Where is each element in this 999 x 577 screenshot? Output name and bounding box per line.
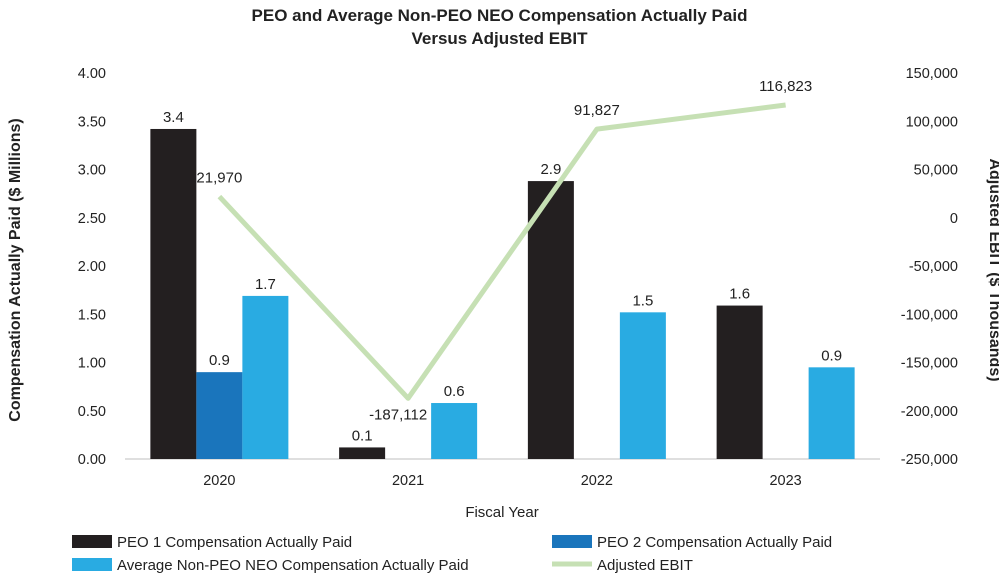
bar <box>716 305 763 459</box>
bar <box>150 128 197 459</box>
y-tick-label: 0.00 <box>78 452 106 468</box>
y-axis-label: Compensation Actually Paid ($ Millions) <box>7 118 24 421</box>
y2-tick-label: 50,000 <box>914 163 958 179</box>
bar-value-label: 0.9 <box>821 347 842 364</box>
y2-tick-label: -250,000 <box>901 452 958 468</box>
x-axis-ticks: 2020 2021 2022 2023 <box>203 473 802 489</box>
bar-value-label: 0.9 <box>209 352 230 369</box>
data-labels: 3.4 0.1 2.9 1.6 0.9 1.7 0.6 1.5 0.9 21,970 -187,11… <box>163 78 842 444</box>
ebit-value-label: 91,827 <box>574 102 620 119</box>
y2-tick-label: -100,000 <box>901 307 958 323</box>
bar-value-label: 0.6 <box>444 383 465 400</box>
legend-swatch-peo1 <box>72 535 112 548</box>
bar-value-label: 0.1 <box>352 427 373 444</box>
y-tick-label: 4.00 <box>78 66 106 82</box>
ebit-value-label: 21,970 <box>196 170 242 187</box>
y2-tick-label: 0 <box>950 211 958 227</box>
x-tick-label: 2023 <box>769 473 801 489</box>
legend-label-peo1: PEO 1 Compensation Actually Paid <box>117 534 352 551</box>
bar-value-label: 3.4 <box>163 109 184 126</box>
bar <box>808 367 855 459</box>
legend: PEO 1 Compensation Actually Paid PEO 2 C… <box>72 534 832 574</box>
bars <box>150 128 855 459</box>
y2-tick-label: -50,000 <box>909 259 958 275</box>
x-tick-label: 2020 <box>203 473 235 489</box>
y-tick-label: 2.00 <box>78 259 106 275</box>
ebit-value-label: -187,112 <box>369 406 427 423</box>
y2-tick-label: 150,000 <box>906 66 958 82</box>
ebit-line-layer <box>217 102 786 401</box>
y2-axis-label: Adjusted EBIT ($ Thousands) <box>986 158 999 381</box>
y2-tick-label: -150,000 <box>901 356 958 372</box>
y-tick-label: 1.50 <box>78 307 106 323</box>
y-tick-label: 0.50 <box>78 404 106 420</box>
legend-label-non-peo: Average Non-PEO NEO Compensation Actuall… <box>117 557 469 574</box>
bar <box>196 372 243 459</box>
bar <box>339 447 386 459</box>
y2-tick-label: -200,000 <box>901 404 958 420</box>
right-axis-ticks: -250,000 -200,000 -150,000 -100,000 -50,000 0… <box>901 66 958 468</box>
bar-value-label: 1.5 <box>632 292 653 309</box>
legend-label-peo2: PEO 2 Compensation Actually Paid <box>597 534 832 551</box>
x-tick-label: 2022 <box>581 473 613 489</box>
x-axis-label: Fiscal Year <box>465 504 538 521</box>
y-tick-label: 3.50 <box>78 114 106 130</box>
bar-value-label: 1.7 <box>255 276 276 293</box>
ebit-line <box>217 102 786 401</box>
legend-swatch-non-peo <box>72 558 112 571</box>
bar <box>527 181 574 459</box>
ebit-value-label: 116,823 <box>759 78 812 95</box>
bar <box>242 295 289 459</box>
y2-tick-label: 100,000 <box>906 114 958 130</box>
y-tick-label: 3.00 <box>78 163 106 179</box>
x-tick-label: 2021 <box>392 473 424 489</box>
bar-value-label: 2.9 <box>540 161 561 178</box>
bar <box>619 312 666 459</box>
y-tick-label: 2.50 <box>78 211 106 227</box>
legend-swatch-peo2 <box>552 535 592 548</box>
legend-label-ebit: Adjusted EBIT <box>597 557 693 574</box>
chart-title-line-2: Versus Adjusted EBIT <box>411 29 588 48</box>
y-tick-label: 1.00 <box>78 356 106 372</box>
bar-value-label: 1.6 <box>729 286 750 303</box>
chart-title-line-1: PEO and Average Non-PEO NEO Compensation… <box>252 6 748 25</box>
left-axis-ticks: 0.00 0.50 1.00 1.50 2.00 2.50 3.00 3.50 4.00 <box>78 66 106 468</box>
bar <box>431 403 478 459</box>
